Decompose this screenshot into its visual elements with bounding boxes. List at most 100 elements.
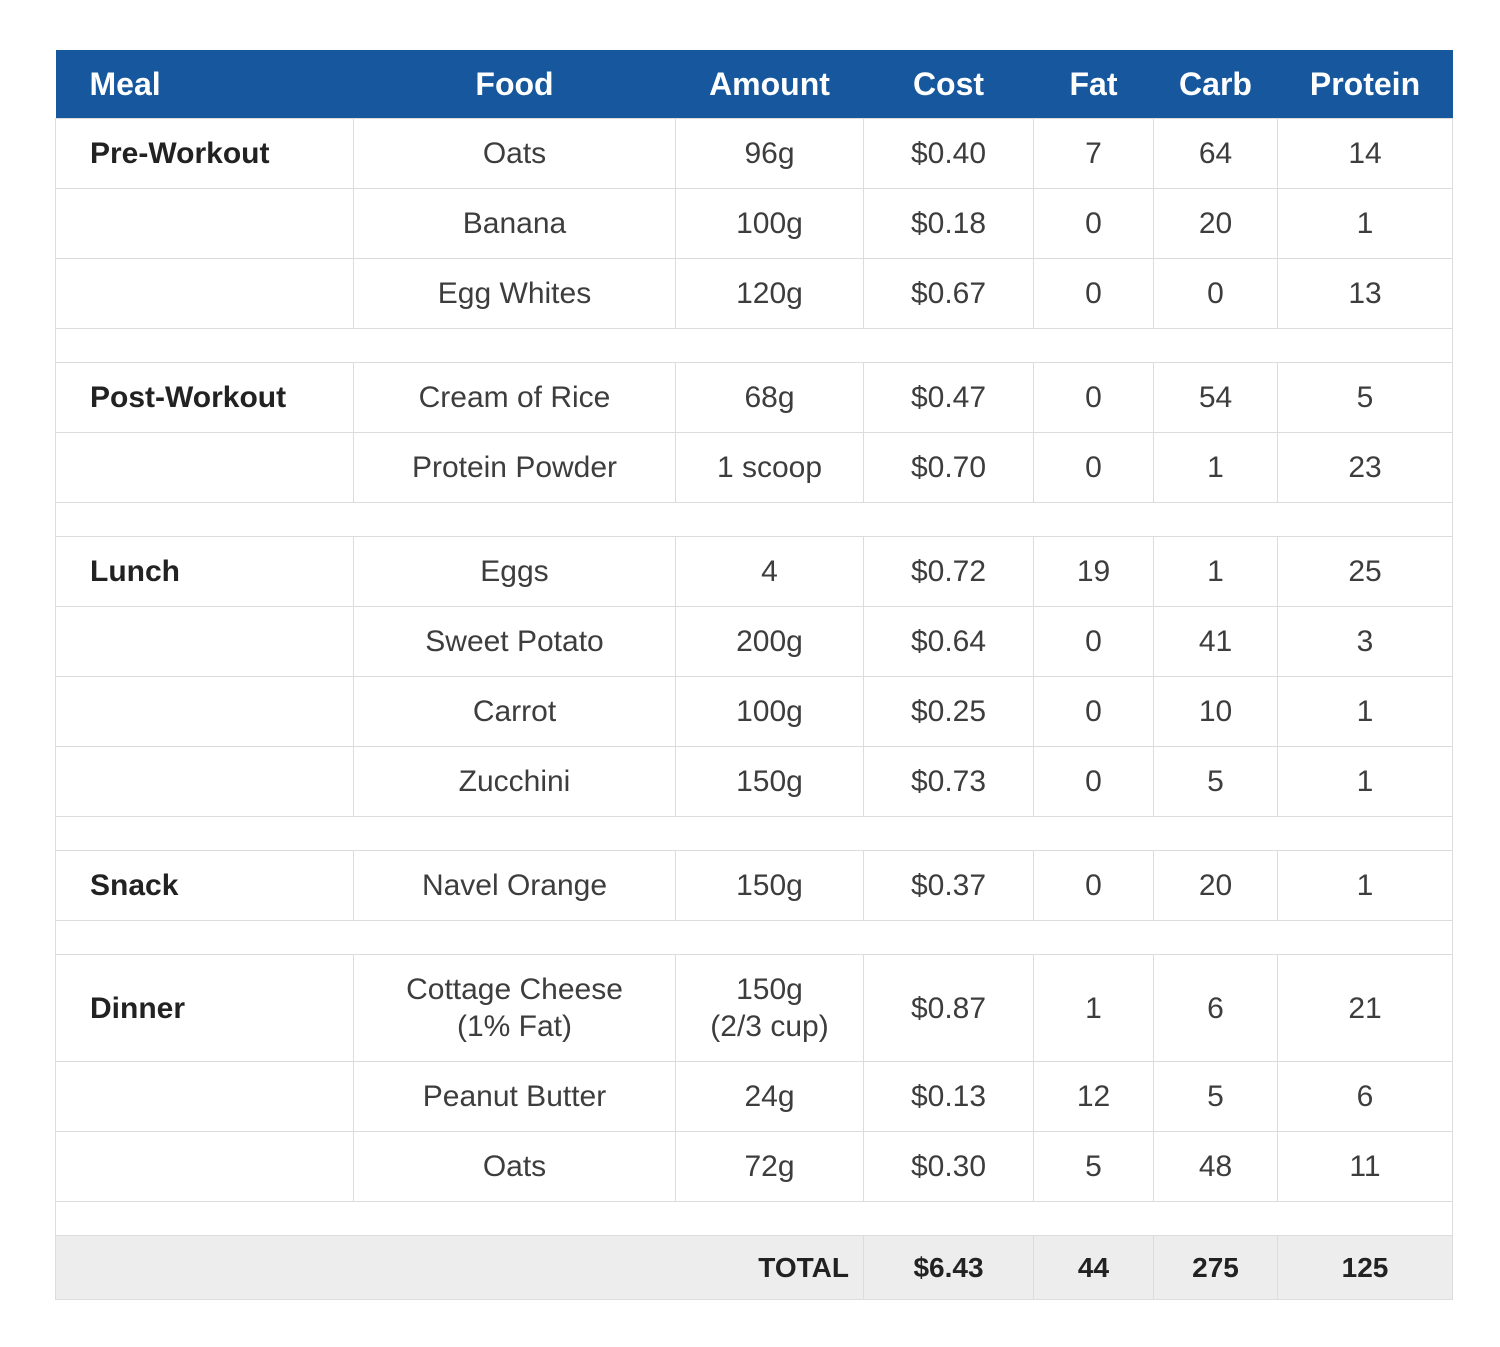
protein-cell: 11	[1277, 1131, 1453, 1202]
carb-cell: 48	[1153, 1131, 1278, 1202]
protein-cell: 1	[1277, 188, 1453, 259]
cost-cell: $0.73	[863, 746, 1034, 817]
fat-cell: 19	[1033, 536, 1154, 607]
protein-cell: 23	[1277, 432, 1453, 503]
meal-cell: Snack	[55, 850, 354, 921]
food-cell: Navel Orange	[353, 850, 676, 921]
carb-cell: 41	[1153, 606, 1278, 677]
fat-cell: 1	[1033, 954, 1154, 1062]
total-label: TOTAL	[55, 1235, 864, 1300]
carb-cell: 1	[1153, 536, 1278, 607]
protein-cell: 1	[1277, 746, 1453, 817]
food-cell: Carrot	[353, 676, 676, 747]
spacer-row	[55, 1201, 1453, 1236]
carb-cell: 20	[1153, 850, 1278, 921]
amount-cell: 24g	[675, 1061, 864, 1132]
fat-cell: 0	[1033, 362, 1154, 433]
table-row: Carrot 100g $0.25 0 10 1	[55, 676, 1453, 747]
table-row: Snack Navel Orange 150g $0.37 0 20 1	[55, 850, 1453, 921]
protein-cell: 1	[1277, 850, 1453, 921]
fat-cell: 0	[1033, 606, 1154, 677]
column-header-amount: Amount	[675, 50, 864, 119]
total-cost: $6.43	[863, 1235, 1034, 1300]
table-row: Oats 72g $0.30 5 48 11	[55, 1131, 1453, 1202]
amount-cell: 72g	[675, 1131, 864, 1202]
carb-cell: 5	[1153, 746, 1278, 817]
amount-cell: 150g	[675, 850, 864, 921]
protein-cell: 25	[1277, 536, 1453, 607]
spacer-cell	[55, 328, 1453, 363]
amount-cell: 200g	[675, 606, 864, 677]
column-header-food: Food	[353, 50, 676, 119]
protein-cell: 1	[1277, 676, 1453, 747]
total-carb: 275	[1153, 1235, 1278, 1300]
meal-cell: Lunch	[55, 536, 354, 607]
meal-cell: Pre-Workout	[55, 118, 354, 189]
food-cell: Peanut Butter	[353, 1061, 676, 1132]
fat-cell: 7	[1033, 118, 1154, 189]
food-cell: Eggs	[353, 536, 676, 607]
meal-cell	[55, 1061, 354, 1132]
cost-cell: $0.87	[863, 954, 1034, 1062]
amount-cell: 120g	[675, 258, 864, 329]
cost-cell: $0.67	[863, 258, 1034, 329]
table-row: Dinner Cottage Cheese (1% Fat) 150g (2/3 c…	[55, 954, 1453, 1062]
fat-cell: 0	[1033, 676, 1154, 747]
fat-cell: 12	[1033, 1061, 1154, 1132]
cost-cell: $0.72	[863, 536, 1034, 607]
protein-cell: 5	[1277, 362, 1453, 433]
amount-cell: 4	[675, 536, 864, 607]
carb-cell: 5	[1153, 1061, 1278, 1132]
table-row: Zucchini 150g $0.73 0 5 1	[55, 746, 1453, 817]
amount-cell: 100g	[675, 676, 864, 747]
food-cell: Oats	[353, 118, 676, 189]
amount-cell: 150g (2/3 cup)	[675, 954, 864, 1062]
fat-cell: 0	[1033, 258, 1154, 329]
food-cell: Zucchini	[353, 746, 676, 817]
amount-cell: 1 scoop	[675, 432, 864, 503]
cost-cell: $0.30	[863, 1131, 1034, 1202]
carb-cell: 64	[1153, 118, 1278, 189]
carb-cell: 0	[1153, 258, 1278, 329]
total-protein: 125	[1277, 1235, 1453, 1300]
food-cell: Cream of Rice	[353, 362, 676, 433]
table-row: Lunch Eggs 4 $0.72 19 1 25	[55, 536, 1453, 607]
meal-cell	[55, 1131, 354, 1202]
table-row: Peanut Butter 24g $0.13 12 5 6	[55, 1061, 1453, 1132]
spacer-cell	[55, 502, 1453, 537]
cost-cell: $0.64	[863, 606, 1034, 677]
cost-cell: $0.13	[863, 1061, 1034, 1132]
header-row: Meal Food Amount Cost Fat Carb Protein	[55, 50, 1453, 119]
spacer-row	[55, 920, 1453, 955]
cost-cell: $0.47	[863, 362, 1034, 433]
protein-cell: 13	[1277, 258, 1453, 329]
table-row: Egg Whites 120g $0.67 0 0 13	[55, 258, 1453, 329]
column-header-protein: Protein	[1277, 50, 1453, 119]
carb-cell: 20	[1153, 188, 1278, 259]
food-cell: Protein Powder	[353, 432, 676, 503]
column-header-cost: Cost	[863, 50, 1034, 119]
amount-cell: 150g	[675, 746, 864, 817]
meal-cell	[55, 432, 354, 503]
total-row: TOTAL $6.43 44 275 125	[55, 1235, 1453, 1300]
cost-cell: $0.70	[863, 432, 1034, 503]
meal-cell	[55, 676, 354, 747]
cost-cell: $0.25	[863, 676, 1034, 747]
table-row: Banana 100g $0.18 0 20 1	[55, 188, 1453, 259]
food-cell: Banana	[353, 188, 676, 259]
carb-cell: 54	[1153, 362, 1278, 433]
table-row: Post-Workout Cream of Rice 68g $0.47 0 54 5	[55, 362, 1453, 433]
meal-cell	[55, 746, 354, 817]
fat-cell: 0	[1033, 850, 1154, 921]
amount-cell: 68g	[675, 362, 864, 433]
cost-cell: $0.40	[863, 118, 1034, 189]
protein-cell: 14	[1277, 118, 1453, 189]
table-row: Protein Powder 1 scoop $0.70 0 1 23	[55, 432, 1453, 503]
meal-cell	[55, 188, 354, 259]
protein-cell: 6	[1277, 1061, 1453, 1132]
meal-plan-table-container: Meal Food Amount Cost Fat Carb Protein Pre-Wor…	[55, 50, 1453, 1300]
spacer-cell	[55, 920, 1453, 955]
food-cell: Cottage Cheese (1% Fat)	[353, 954, 676, 1062]
total-fat: 44	[1033, 1235, 1154, 1300]
carb-cell: 1	[1153, 432, 1278, 503]
